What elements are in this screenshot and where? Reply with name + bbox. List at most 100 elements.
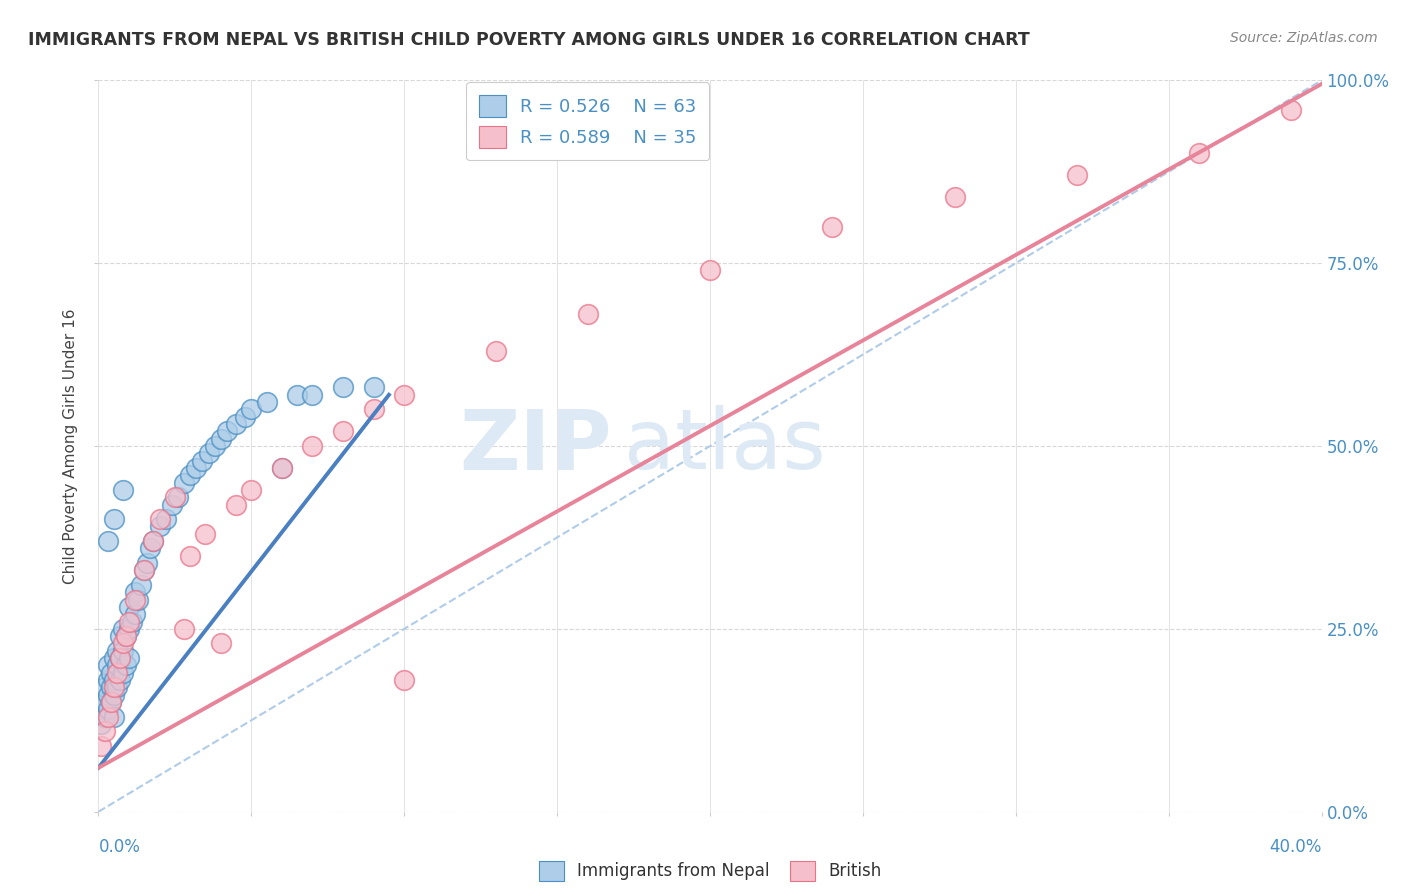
- Point: [256, 395, 278, 409]
- Point: [97, 673, 120, 687]
- Point: [204, 439, 226, 453]
- Point: [90, 702, 112, 716]
- Point: [136, 556, 159, 570]
- Point: [100, 681, 122, 695]
- Point: [240, 402, 263, 417]
- Point: [134, 563, 156, 577]
- Point: [576, 307, 599, 321]
- Point: [186, 461, 208, 475]
- Y-axis label: Child Poverty Among Girls Under 16: Child Poverty Among Girls Under 16: [63, 309, 79, 583]
- Point: [93, 724, 115, 739]
- Point: [108, 651, 131, 665]
- Point: [215, 425, 238, 439]
- Point: [90, 717, 112, 731]
- Text: 40.0%: 40.0%: [1270, 838, 1322, 856]
- Point: [103, 681, 125, 695]
- Point: [93, 709, 115, 723]
- Point: [285, 388, 308, 402]
- Point: [1066, 169, 1088, 183]
- Point: [179, 468, 201, 483]
- Point: [115, 658, 138, 673]
- Point: [821, 219, 844, 234]
- Point: [97, 658, 120, 673]
- Point: [1279, 103, 1302, 117]
- Legend: Immigrants from Nepal, British: Immigrants from Nepal, British: [531, 854, 889, 888]
- Point: [194, 526, 217, 541]
- Point: [111, 483, 134, 497]
- Text: IMMIGRANTS FROM NEPAL VS BRITISH CHILD POVERTY AMONG GIRLS UNDER 16 CORRELATION : IMMIGRANTS FROM NEPAL VS BRITISH CHILD P…: [28, 31, 1029, 49]
- Point: [142, 534, 165, 549]
- Point: [363, 402, 385, 417]
- Point: [173, 475, 195, 490]
- Text: atlas: atlas: [624, 406, 827, 486]
- Point: [97, 709, 120, 723]
- Point: [163, 490, 186, 504]
- Point: [155, 512, 177, 526]
- Point: [179, 549, 201, 563]
- Point: [173, 622, 195, 636]
- Point: [485, 343, 508, 358]
- Point: [240, 483, 263, 497]
- Point: [115, 629, 138, 643]
- Point: [699, 263, 721, 277]
- Point: [191, 453, 214, 467]
- Point: [332, 425, 354, 439]
- Point: [270, 461, 292, 475]
- Point: [139, 541, 162, 556]
- Point: [301, 388, 323, 402]
- Point: [105, 665, 128, 680]
- Point: [100, 665, 122, 680]
- Point: [225, 498, 247, 512]
- Point: [363, 380, 385, 394]
- Point: [118, 651, 141, 665]
- Point: [115, 629, 138, 643]
- Point: [108, 673, 131, 687]
- Point: [121, 615, 143, 629]
- Point: [103, 688, 125, 702]
- Point: [127, 592, 149, 607]
- Point: [118, 615, 141, 629]
- Point: [209, 432, 232, 446]
- Point: [392, 673, 416, 687]
- Point: [103, 709, 125, 723]
- Point: [111, 665, 134, 680]
- Point: [105, 644, 128, 658]
- Point: [118, 622, 141, 636]
- Point: [124, 592, 146, 607]
- Point: [233, 409, 256, 424]
- Point: [332, 380, 354, 394]
- Point: [103, 651, 125, 665]
- Point: [111, 622, 134, 636]
- Point: [105, 681, 128, 695]
- Point: [103, 673, 125, 687]
- Point: [149, 512, 172, 526]
- Point: [167, 490, 190, 504]
- Text: 0.0%: 0.0%: [98, 838, 141, 856]
- Point: [97, 688, 120, 702]
- Point: [1188, 146, 1211, 161]
- Point: [118, 599, 141, 614]
- Point: [301, 439, 323, 453]
- Point: [270, 461, 292, 475]
- Point: [392, 388, 416, 402]
- Point: [134, 563, 156, 577]
- Text: Source: ZipAtlas.com: Source: ZipAtlas.com: [1230, 31, 1378, 45]
- Point: [100, 695, 122, 709]
- Point: [105, 658, 128, 673]
- Point: [97, 702, 120, 716]
- Point: [209, 636, 232, 650]
- Point: [108, 629, 131, 643]
- Point: [124, 585, 146, 599]
- Point: [93, 681, 115, 695]
- Point: [225, 417, 247, 431]
- Point: [124, 607, 146, 622]
- Point: [160, 498, 183, 512]
- Point: [142, 534, 165, 549]
- Point: [103, 512, 125, 526]
- Point: [111, 636, 134, 650]
- Point: [108, 651, 131, 665]
- Point: [97, 534, 120, 549]
- Point: [90, 739, 112, 753]
- Text: ZIP: ZIP: [460, 406, 612, 486]
- Point: [197, 446, 219, 460]
